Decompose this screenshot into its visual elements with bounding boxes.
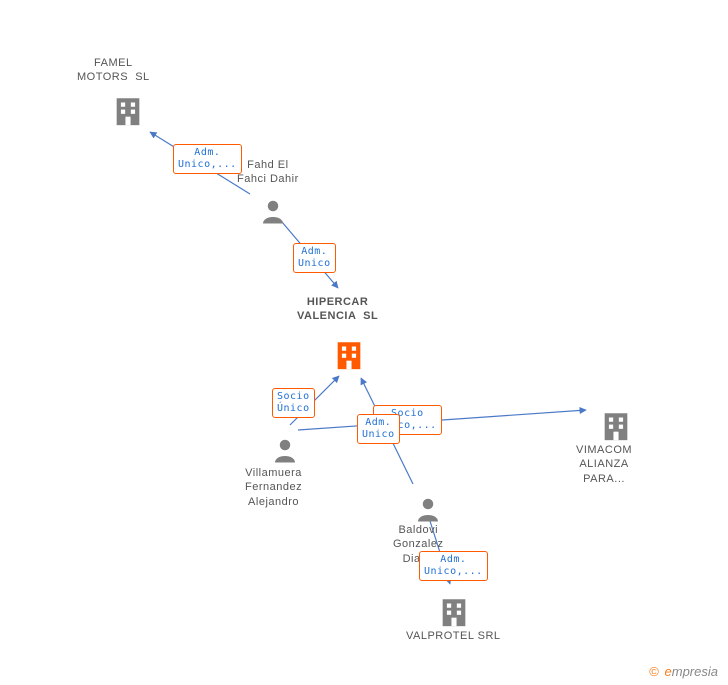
watermark-brand-first: e xyxy=(665,664,672,679)
edge-label: Adm. Unico,... xyxy=(173,144,242,174)
building-icon xyxy=(332,338,366,377)
edge-label: Adm. Unico xyxy=(293,243,336,273)
copyright-symbol: © xyxy=(649,664,659,679)
edge-line xyxy=(298,410,586,430)
person-icon xyxy=(258,196,288,231)
node-label: VIMACOM ALIANZA PARA... xyxy=(576,443,632,486)
node-label: Villamuera Fernandez Alejandro xyxy=(245,466,302,509)
watermark-brand-rest: mpresia xyxy=(672,664,718,679)
node-label: HIPERCAR VALENCIA SL xyxy=(297,295,378,324)
building-icon xyxy=(111,94,145,133)
edge-label: Adm. Unico,... xyxy=(419,551,488,581)
edge-label: Socio Único xyxy=(272,388,315,418)
node-label: Fahd El Fahci Dahir xyxy=(237,158,299,187)
watermark: © empresia xyxy=(649,664,718,679)
node-label: VALPROTEL SRL xyxy=(406,629,501,643)
person-icon xyxy=(270,435,300,470)
node-label: FAMEL MOTORS SL xyxy=(77,56,150,85)
edge-label: Adm. Unico xyxy=(357,414,400,444)
